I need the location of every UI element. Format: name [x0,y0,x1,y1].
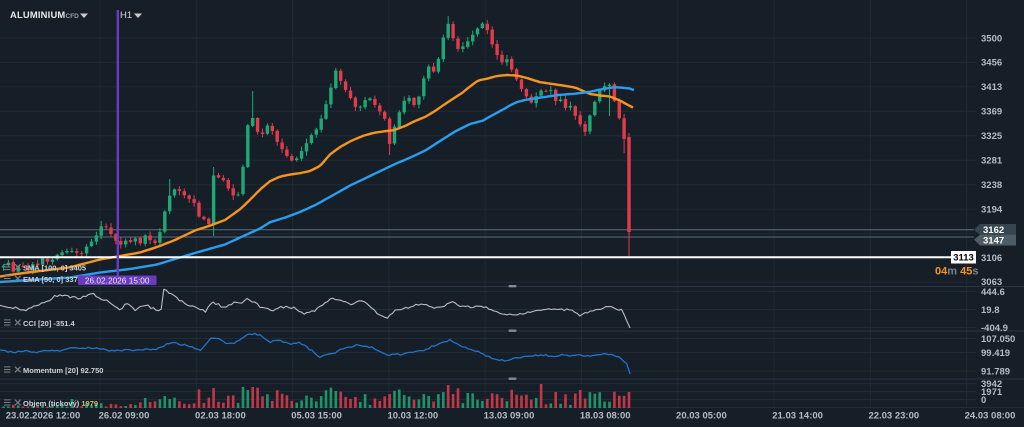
svg-text:22.03 23:00: 22.03 23:00 [868,411,919,422]
svg-text:02.03 18:00: 02.03 18:00 [195,411,246,422]
svg-text:107.050: 107.050 [981,334,1015,345]
svg-text:04m 45s: 04m 45s [935,266,978,278]
svg-text:26.02 09:00: 26.02 09:00 [99,411,150,422]
svg-text:Momentum [20] 92.750: Momentum [20] 92.750 [23,366,103,375]
svg-text:3456: 3456 [981,58,1002,69]
svg-text:3325: 3325 [981,131,1003,142]
svg-text:23.02.2026 12:00: 23.02.2026 12:00 [6,411,80,422]
svg-text:3063: 3063 [981,277,1002,288]
svg-text:3369: 3369 [981,107,1002,118]
svg-text:19.8: 19.8 [981,305,1000,316]
svg-text:Objem (tickový) 1979: Objem (tickový) 1979 [23,399,98,408]
svg-text:444.6: 444.6 [981,287,1005,298]
svg-text:21.03 14:00: 21.03 14:00 [772,411,823,422]
svg-text:3194: 3194 [981,204,1003,215]
svg-text:CCI [20] -351.4: CCI [20] -351.4 [23,319,76,328]
svg-text:EMA [50, 0] 3374: EMA [50, 0] 3374 [23,275,83,284]
svg-text:24.03 08:00: 24.03 08:00 [965,411,1016,422]
svg-text:1971: 1971 [981,387,1003,398]
svg-text:3238: 3238 [981,180,1002,191]
svg-text:91.789: 91.789 [981,366,1010,377]
svg-text:99.419: 99.419 [981,348,1010,359]
svg-text:3106: 3106 [981,253,1002,264]
svg-text:18.03 08:00: 18.03 08:00 [580,411,631,422]
svg-text:0: 0 [981,395,986,406]
svg-text:3413: 3413 [981,82,1002,93]
svg-text:3147: 3147 [983,236,1004,247]
svg-text:-404.9: -404.9 [981,323,1008,334]
svg-text:3500: 3500 [981,33,1002,44]
svg-text:3942: 3942 [981,379,1002,390]
svg-text:CFD: CFD [66,13,80,20]
svg-text:3113: 3113 [953,252,974,263]
svg-text:SMA [100, 0] 3405: SMA [100, 0] 3405 [23,264,86,273]
svg-text:26.02.2026 15:00: 26.02.2026 15:00 [85,275,150,285]
svg-text:ALUMINIUM: ALUMINIUM [10,9,65,20]
svg-text:13.03 09:00: 13.03 09:00 [484,411,535,422]
svg-text:3281: 3281 [981,156,1003,167]
svg-text:H1: H1 [120,10,132,21]
svg-text:20.03 05:00: 20.03 05:00 [676,411,727,422]
svg-text:3162: 3162 [983,225,1004,236]
svg-text:10.03 12:00: 10.03 12:00 [387,411,438,422]
svg-text:05.03 15:00: 05.03 15:00 [291,411,342,422]
